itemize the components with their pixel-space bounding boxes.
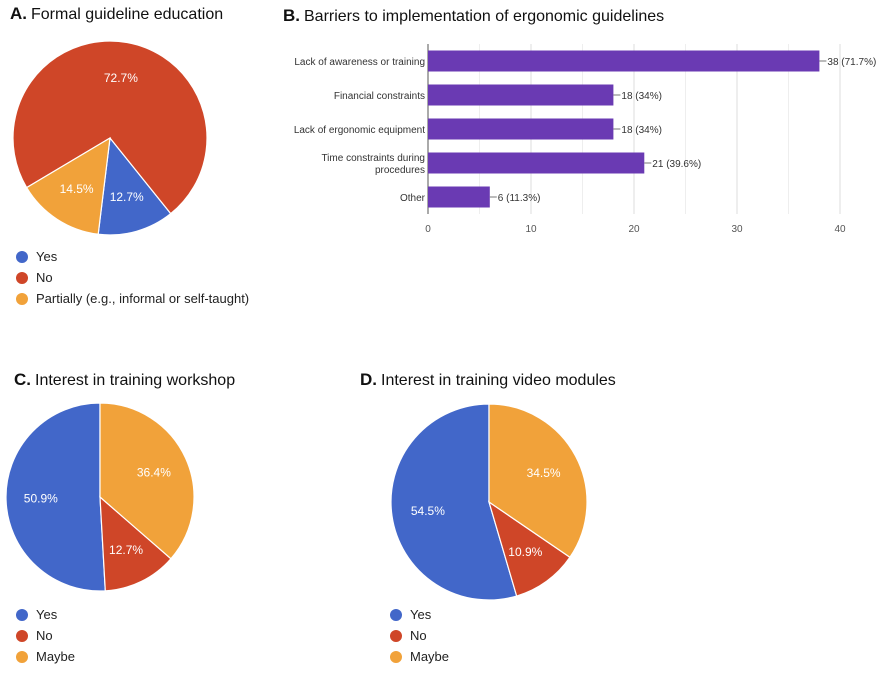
legend-item-partially: Partially (e.g., informal or self-taught… (16, 288, 249, 309)
panel-a-letter: A. (10, 4, 27, 23)
legend-swatch-yes (390, 608, 402, 621)
panel-b-title: B. Barriers to implementation of ergonomi… (283, 6, 664, 26)
legend-item-yes: Yes (16, 604, 75, 625)
panel-c-letter: C. (14, 370, 31, 389)
legend-item-no: No (16, 625, 75, 646)
panel-a-title: A. Formal guideline education (10, 4, 223, 24)
legend-label-yes: Yes (36, 607, 58, 622)
legend-item-maybe: Maybe (16, 646, 75, 667)
legend-label-no: No (36, 270, 53, 285)
legend-label-maybe: Maybe (410, 649, 450, 664)
legend-swatch-no (390, 629, 402, 642)
panel-a-title-text: Formal guideline education (31, 6, 224, 23)
panel-b-title-text: Barriers to implementation of ergonomic … (304, 8, 665, 25)
legend-c: Yes No Maybe (16, 604, 75, 667)
legend-swatch-yes (16, 250, 28, 263)
pie-slice-label-yes: 12.7% (110, 190, 144, 204)
legend-label-maybe: Maybe (36, 649, 76, 664)
legend-swatch-maybe (16, 650, 28, 663)
legend-item-maybe: Maybe (390, 646, 449, 667)
legend-label-partially: Partially (e.g., informal or self-taught… (36, 291, 250, 306)
panel-d-letter: D. (360, 370, 377, 389)
legend-item-yes: Yes (390, 604, 449, 625)
legend-swatch-partially (16, 292, 28, 305)
pie-slice-label-no: 72.7% (104, 71, 138, 85)
legend-label-yes: Yes (410, 607, 432, 622)
panel-d-title: D. Interest in training video modules (360, 370, 616, 390)
legend-swatch-no (16, 271, 28, 284)
legend-swatch-no (16, 629, 28, 642)
legend-swatch-yes (16, 608, 28, 621)
panel-c-title: C. Interest in training workshop (14, 370, 235, 390)
panel-c-title-text: Interest in training workshop (35, 372, 236, 389)
pie-slice-yes (97, 136, 172, 236)
pie-slice-partially (25, 136, 111, 235)
legend-item-yes: Yes (16, 246, 249, 267)
legend-swatch-maybe (390, 650, 402, 663)
pie-slice-label-partially: 14.5% (60, 182, 94, 196)
legend-d: Yes No Maybe (390, 604, 449, 667)
legend-label-no: No (410, 628, 427, 643)
panel-b-letter: B. (283, 6, 300, 25)
legend-a: Yes No Partially (e.g., informal or self… (16, 246, 249, 309)
panel-d-title-text: Interest in training video modules (381, 372, 616, 389)
legend-label-no: No (36, 628, 53, 643)
legend-label-yes: Yes (36, 249, 58, 264)
pie-slice-no (12, 40, 208, 215)
legend-item-no: No (390, 625, 449, 646)
legend-item-no: No (16, 267, 249, 288)
